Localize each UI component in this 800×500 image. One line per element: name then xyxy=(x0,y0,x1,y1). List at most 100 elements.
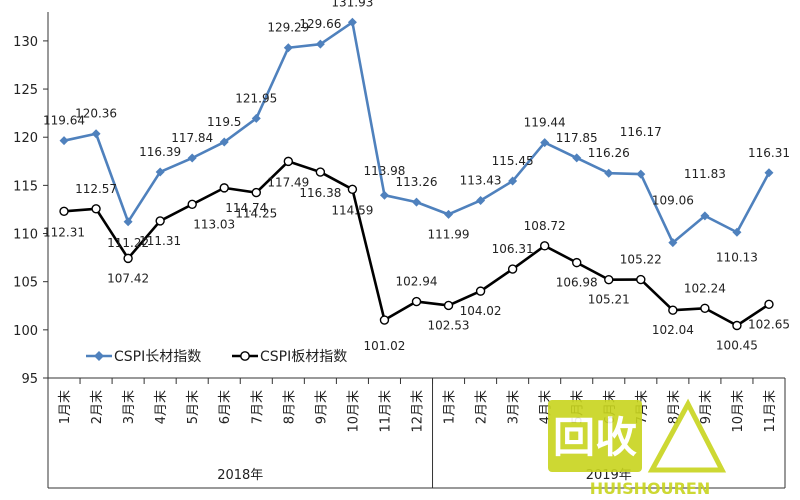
long-products-data-label: 113.26 xyxy=(396,175,438,189)
plates-data-label: 113.03 xyxy=(193,217,235,231)
plates-data-label: 105.22 xyxy=(620,253,662,267)
x-category-label: 2月末 xyxy=(475,390,490,424)
plates-data-label: 101.02 xyxy=(363,339,405,353)
long-products-point xyxy=(636,169,646,179)
watermark-sub-text: HUISHOUREN xyxy=(590,479,710,498)
long-products-point xyxy=(155,167,165,177)
long-products-point xyxy=(572,153,582,163)
long-products-point xyxy=(668,238,678,248)
long-products-point xyxy=(347,17,357,27)
legend-label-plate: CSPI板材指数 xyxy=(260,349,347,365)
x-category-label: 10月末 xyxy=(346,390,361,433)
x-category-label: 6月末 xyxy=(218,390,233,424)
y-tick-label: 105 xyxy=(13,276,38,291)
plates-data-label: 104.02 xyxy=(460,304,502,318)
x-category-label: 1月末 xyxy=(443,390,458,424)
x-category-label: 8月末 xyxy=(282,390,297,424)
long-products-data-label: 116.39 xyxy=(139,145,181,159)
plates-point xyxy=(443,300,454,311)
long-products-data-label: 116.31 xyxy=(748,146,790,160)
x-category-label: 2月末 xyxy=(90,390,105,424)
plates-point xyxy=(700,303,710,313)
long-products-point xyxy=(379,190,389,200)
long-products-point xyxy=(732,227,742,237)
plates-point xyxy=(668,305,678,315)
long-products-data-label: 111.83 xyxy=(684,167,726,181)
legend-marker-long xyxy=(94,351,104,361)
x-category-label: 5月末 xyxy=(186,390,201,424)
long-products-point xyxy=(700,211,710,221)
long-products-data-label: 129.29 xyxy=(267,21,309,35)
plates-data-label: 102.94 xyxy=(396,275,438,289)
long-products-point xyxy=(251,113,261,123)
plates-data-label: 112.31 xyxy=(43,225,85,239)
plates-point xyxy=(123,253,133,264)
long-products-point xyxy=(123,217,133,227)
plates-point xyxy=(475,286,486,296)
legend: CSPI长材指数 CSPI板材指数 xyxy=(86,349,347,365)
plates-point xyxy=(411,296,422,307)
plates-data-label: 102.53 xyxy=(428,318,470,332)
long-products-point xyxy=(219,137,229,147)
long-products-data-label: 111.99 xyxy=(428,227,470,241)
plates-point xyxy=(251,187,261,198)
plates-data-label: 114.74 xyxy=(225,201,267,215)
long-products-data-label: 113.43 xyxy=(460,173,502,187)
long-products-data-label: 121.95 xyxy=(235,91,277,105)
plates-point xyxy=(764,299,774,310)
plates-data-label: 102.24 xyxy=(684,281,726,295)
x-category-label: 8月末 xyxy=(667,390,682,424)
long-products-data-label: 119.5 xyxy=(207,115,241,129)
plates-data-label: 100.45 xyxy=(716,339,758,353)
series-plates xyxy=(59,156,774,331)
plates-data-label: 114.25 xyxy=(235,207,277,221)
long-products-data-label: 117.85 xyxy=(556,131,598,145)
plates-data-label: 108.72 xyxy=(524,219,566,233)
plates-point xyxy=(187,199,197,210)
plates-point xyxy=(636,274,646,285)
long-products-data-label: 131.93 xyxy=(331,0,373,9)
series-long-products xyxy=(59,17,774,248)
axes xyxy=(47,12,786,489)
plates-point xyxy=(155,216,165,226)
y-tick-label: 120 xyxy=(13,131,38,146)
y-tick-label: 130 xyxy=(13,35,38,50)
long-products-line xyxy=(63,21,771,244)
watermark-main-text: 回收 xyxy=(553,413,637,462)
long-products-point xyxy=(315,39,325,49)
plates-point xyxy=(539,241,550,251)
y-axis-ticks: 95 100 105 110 115 120 125 130 xyxy=(13,35,48,387)
long-products-point xyxy=(91,129,101,139)
long-products-data-label: 117.84 xyxy=(171,131,213,145)
long-products-data-label: 119.44 xyxy=(524,116,566,130)
plates-point xyxy=(572,257,582,268)
x-category-label: 11月末 xyxy=(378,390,393,433)
plates-data-label: 106.31 xyxy=(492,242,534,256)
y-tick-label: 125 xyxy=(13,83,38,98)
y-tick-label: 95 xyxy=(21,372,38,387)
legend-marker-plate xyxy=(240,351,250,361)
watermark-badge xyxy=(548,400,642,472)
watermark-triangle xyxy=(647,398,727,473)
watermark-logo: 回收 HUISHOUREN xyxy=(548,398,727,498)
plates-point xyxy=(604,274,614,285)
plates-data-label: 105.21 xyxy=(588,293,630,307)
x-category-label: 11月末 xyxy=(763,390,778,433)
plates-data-label: 102.65 xyxy=(748,317,790,331)
long-products-data-label: 120.36 xyxy=(75,107,117,121)
x-category-label: 9月末 xyxy=(314,390,329,424)
long-products-data-label: 129.66 xyxy=(299,17,341,31)
plates-data-label: 106.98 xyxy=(556,276,598,290)
x-category-label: 7月末 xyxy=(250,390,265,424)
plates-point xyxy=(347,184,358,195)
long-products-point xyxy=(540,138,550,148)
long-products-data-label: 116.26 xyxy=(588,146,630,160)
plates-data-label: 107.42 xyxy=(107,271,149,285)
y-tick-label: 110 xyxy=(13,228,38,243)
long-products-point xyxy=(412,197,421,207)
long-products-data-label: 116.17 xyxy=(620,125,662,139)
long-products-data-label: 109.06 xyxy=(652,194,694,208)
x-category-label: 12月末 xyxy=(411,390,426,433)
long-products-data-label: 115.45 xyxy=(492,154,534,168)
long-products-point xyxy=(59,136,69,146)
